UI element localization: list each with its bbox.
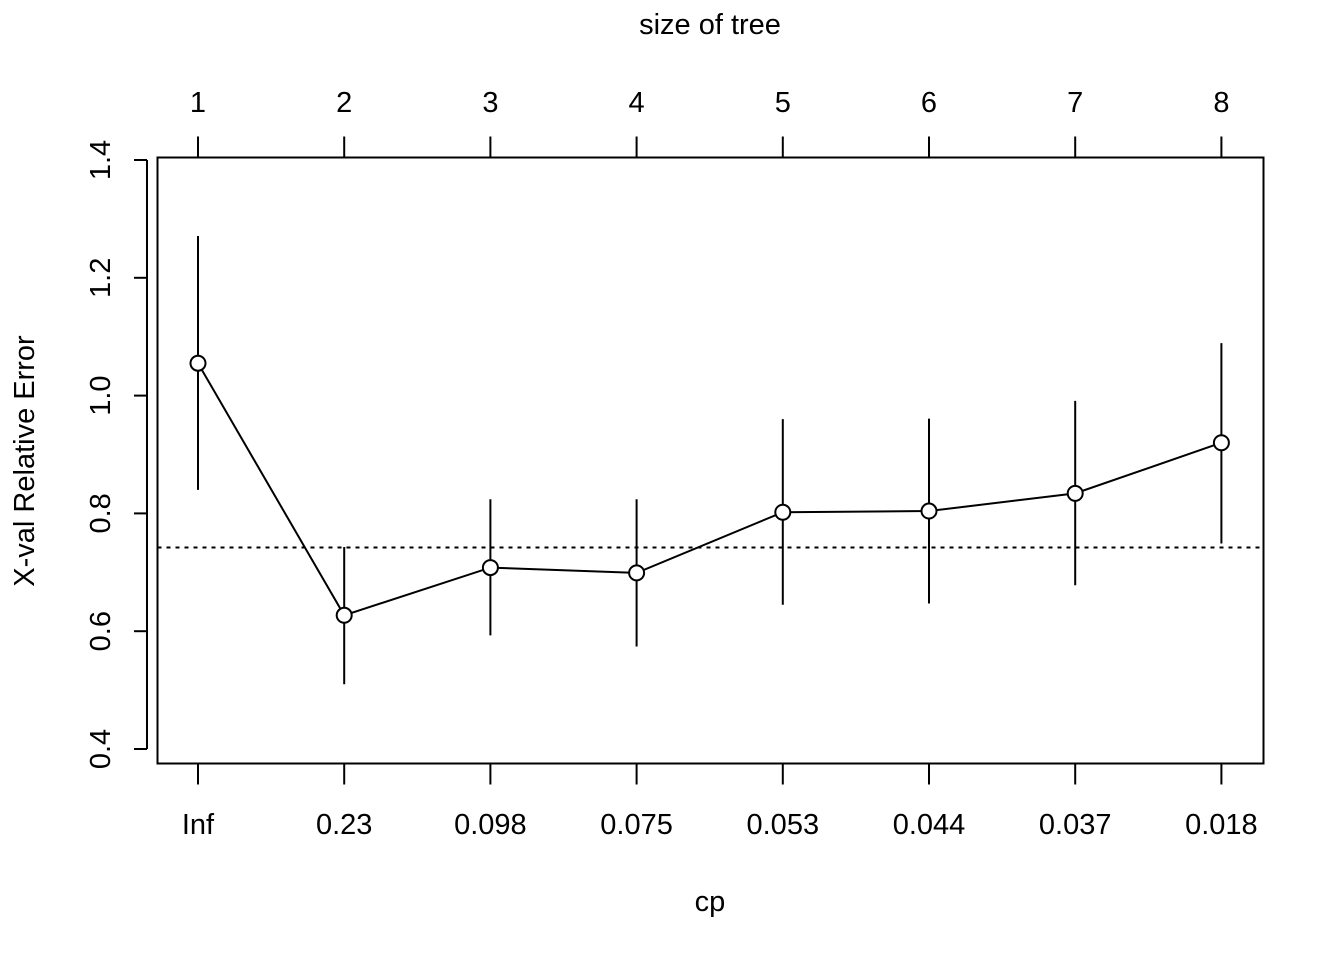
- top-tick-label: 2: [336, 87, 352, 119]
- top-tick-label: 7: [1067, 87, 1083, 119]
- y-tick-label: 0.4: [85, 729, 117, 769]
- y-tick-label: 1.2: [85, 258, 117, 298]
- data-point: [774, 503, 792, 521]
- top-tick-label: 4: [629, 87, 645, 119]
- data-points: [189, 354, 1230, 624]
- y-axis: 0.4 0.6 0.8 1.0 1.2 1.4: [85, 140, 148, 769]
- top-tick-label: 3: [482, 87, 498, 119]
- data-point: [335, 606, 353, 624]
- x-axis-title: cp: [695, 886, 726, 918]
- x-tick-label: 0.044: [893, 809, 966, 841]
- y-tick-label: 1.0: [85, 375, 117, 415]
- top-tick-label: 8: [1213, 87, 1229, 119]
- x-tick-label: 0.098: [454, 809, 527, 841]
- y-tick-label: 1.4: [85, 140, 117, 180]
- x-axis-bottom: Inf 0.23 0.098 0.075 0.053 0.044 0.037 0.018: [182, 763, 1258, 841]
- series-line: [197, 362, 1222, 617]
- data-point: [628, 564, 646, 582]
- y-tick-label: 0.6: [85, 611, 117, 651]
- top-axis-title: size of tree: [639, 9, 781, 41]
- data-point: [920, 502, 938, 520]
- x-tick-label: 0.23: [316, 809, 372, 841]
- y-axis-title: X-val Relative Error: [9, 335, 41, 587]
- plot-frame: [156, 156, 1265, 765]
- x-tick-label: Inf: [182, 809, 215, 841]
- data-point: [481, 559, 499, 577]
- top-tick-label: 6: [921, 87, 937, 119]
- series-line-group: [197, 362, 1222, 617]
- top-tick-label: 5: [775, 87, 791, 119]
- x-axis-top: 1 2 3 4 5 6 7 8: [190, 87, 1229, 158]
- x-tick-label: 0.075: [600, 809, 673, 841]
- data-point: [1212, 434, 1230, 452]
- top-tick-label: 1: [190, 87, 206, 119]
- x-tick-label: 0.037: [1039, 809, 1112, 841]
- data-point: [1066, 484, 1084, 502]
- y-tick-label: 0.8: [85, 493, 117, 533]
- data-point: [189, 354, 207, 372]
- x-tick-label: 0.018: [1185, 809, 1258, 841]
- x-tick-label: 0.053: [747, 809, 820, 841]
